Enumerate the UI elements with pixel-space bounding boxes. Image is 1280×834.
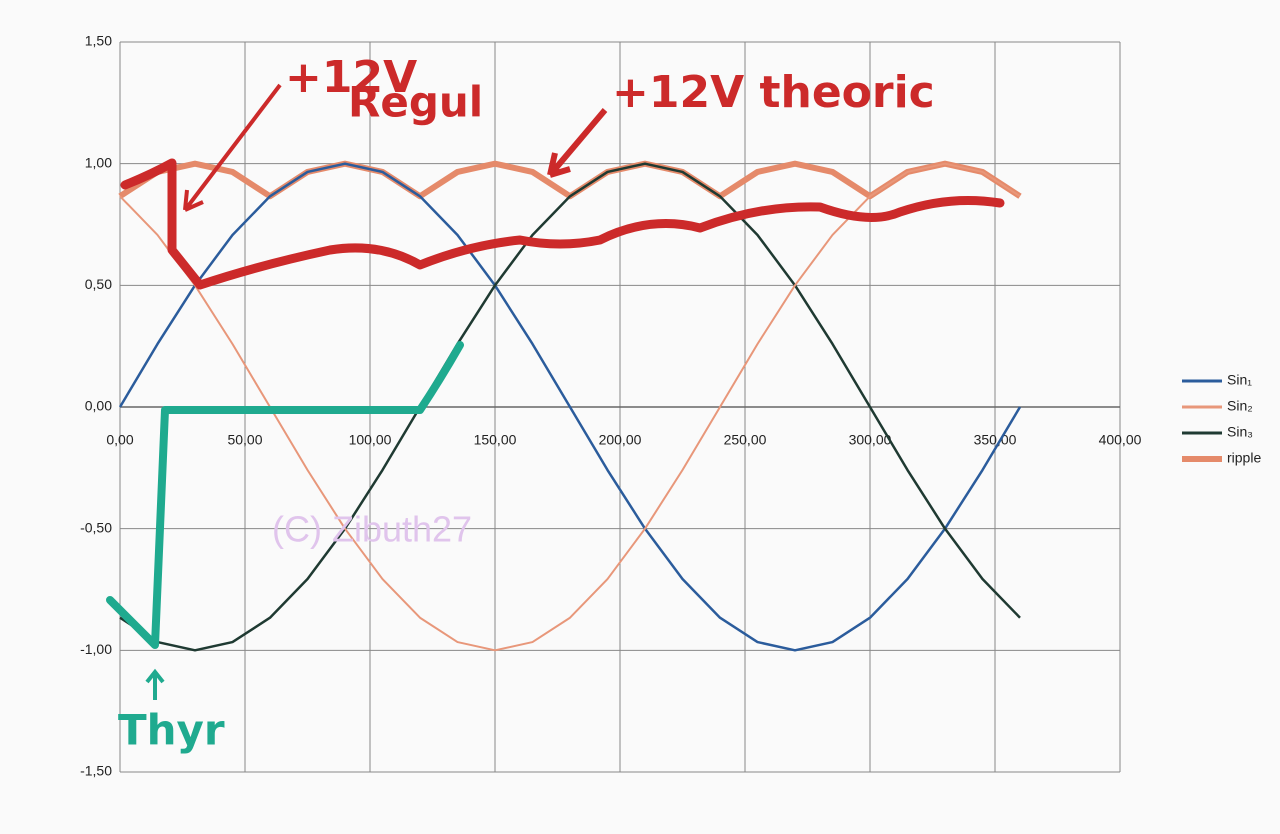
x-tick-label: 350,00	[974, 432, 1017, 448]
x-tick-label: 400,00	[1099, 432, 1142, 448]
x-tick-label: 50,00	[227, 432, 262, 448]
y-tick-label: 1,50	[85, 33, 112, 49]
legend-label: Sin₃	[1227, 424, 1253, 440]
regulated-stroke	[120, 158, 1005, 290]
series-line	[119, 162, 1021, 652]
annotation: +12V theoric	[612, 67, 935, 118]
annotation: +12V	[285, 52, 417, 103]
x-tick-label: 200,00	[599, 432, 642, 448]
x-tick-label: 300,00	[849, 432, 892, 448]
y-tick-label: -1,50	[80, 763, 112, 779]
arrow	[145, 668, 165, 700]
y-tick-label: -0,50	[80, 519, 112, 535]
legend: Sin₁ Sin₂ Sin₃ ripple	[1182, 372, 1261, 466]
arrow	[183, 83, 282, 212]
thyristor-stroke	[106, 341, 464, 649]
lines	[118, 160, 1022, 652]
legend-label: ripple	[1227, 450, 1261, 466]
watermark: (C) Zibuth27	[272, 509, 472, 550]
x-tick-label: 0,00	[106, 432, 133, 448]
series-line	[118, 162, 1022, 652]
x-tick-label: 100,00	[349, 432, 392, 448]
arrow	[547, 108, 608, 178]
y-tick-label: 0,00	[85, 398, 112, 414]
y-tick-label: 1,00	[85, 154, 112, 170]
annotation: Thyr	[118, 706, 225, 755]
x-tick-label: 150,00	[474, 432, 517, 448]
legend-label: Sin₁	[1227, 372, 1252, 388]
x-tick-label: 250,00	[724, 432, 767, 448]
legend-label: Sin₂	[1227, 398, 1253, 414]
annotation: Regul	[348, 78, 483, 127]
y-tick-label: 0,50	[85, 276, 112, 292]
y-tick-label: -1,00	[80, 641, 112, 657]
